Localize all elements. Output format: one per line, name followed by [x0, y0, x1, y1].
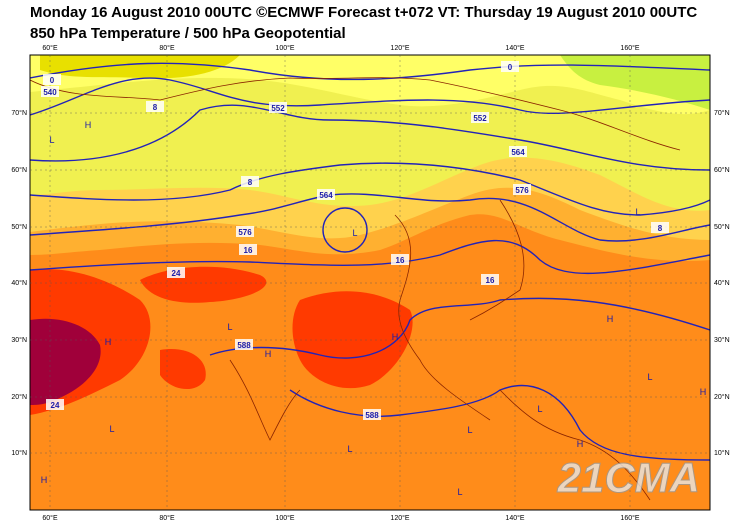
contour-label: 8 — [248, 178, 253, 187]
pressure-center: H — [392, 332, 399, 342]
contour-label: 576 — [238, 228, 252, 237]
field-hottest — [30, 318, 101, 405]
lon-label: 60°E — [42, 44, 58, 52]
lat-label: 50°N — [714, 223, 730, 231]
lat-label: 60°N — [714, 166, 730, 174]
title: Monday 16 August 2010 00UTC ©ECMWF Forec… — [30, 4, 698, 21]
contour-label: 588 — [237, 341, 251, 350]
map-frame — [29, 54, 711, 511]
contour-label-box — [391, 254, 409, 265]
contour-label: 552 — [473, 114, 487, 123]
contour-label: 564 — [319, 191, 333, 200]
lon-label: 160°E — [620, 44, 639, 52]
lat-label: 70°N — [11, 109, 27, 117]
pressure-center: H — [700, 387, 707, 397]
lon-label: 100°E — [275, 514, 294, 522]
contour-label-box — [509, 146, 527, 157]
contour-label-box — [41, 86, 59, 97]
lat-label: 40°N — [11, 279, 27, 287]
lon-label: 80°E — [159, 514, 175, 522]
contour-label-box — [43, 74, 61, 85]
pressure-center: H — [85, 120, 92, 130]
lat-label: 10°N — [11, 449, 27, 457]
lat-label: 40°N — [714, 279, 730, 287]
contour-label: 16 — [486, 276, 495, 285]
map-fields — [30, 55, 710, 510]
pressure-center: H — [577, 439, 584, 449]
pressure-center: L — [635, 207, 640, 217]
contour-label-box — [481, 274, 499, 285]
pressure-center: L — [227, 322, 232, 332]
pressure-center: L — [49, 135, 54, 145]
contour-label: 8 — [658, 224, 663, 233]
pressure-center: L — [352, 228, 357, 238]
contour-label-box — [146, 101, 164, 112]
pressure-center: H — [41, 475, 48, 485]
field-hot — [160, 349, 206, 390]
pressure-center: H — [265, 349, 272, 359]
contour-label-box — [363, 409, 381, 420]
field-hot — [292, 291, 413, 389]
contour-label-box — [269, 102, 287, 113]
pressure-center: L — [537, 404, 542, 414]
lon-label: 100°E — [275, 44, 294, 52]
contour-label-box — [651, 222, 669, 233]
contour-label: 24 — [172, 269, 181, 278]
field-cold — [30, 55, 710, 211]
lon-label: 120°E — [390, 44, 409, 52]
field-cold-patch — [40, 55, 240, 79]
lat-label: 30°N — [11, 336, 27, 344]
pressure-center: H — [105, 337, 112, 347]
contour-label: 540 — [43, 88, 57, 97]
subtitle: 850 hPa Temperature / 500 hPa Geopotenti… — [30, 25, 346, 42]
coastlines — [30, 77, 681, 501]
contour-label-box — [239, 244, 257, 255]
contour-label-box — [235, 339, 253, 350]
pressure-center: L — [347, 444, 352, 454]
contour-label-box — [46, 399, 64, 410]
lat-label: 20°N — [11, 393, 27, 401]
contour-label: 0 — [50, 76, 55, 85]
lat-label: 60°N — [11, 166, 27, 174]
contour-label: 24 — [51, 401, 60, 410]
contour-label: 0 — [508, 63, 513, 72]
contour-label-box — [241, 176, 259, 187]
contour-label-box — [167, 267, 185, 278]
lat-label: 70°N — [714, 109, 730, 117]
contour-label: 8 — [153, 103, 158, 112]
contour-label-box — [501, 61, 519, 72]
contour-label: 16 — [396, 256, 405, 265]
lat-label: 50°N — [11, 223, 27, 231]
pressure-center: L — [457, 487, 462, 497]
pressure-center: H — [607, 314, 614, 324]
labels: 60°E 60°E 80°E 80°E 100°E 100°E 120°E 120°E 140°… — [11, 44, 729, 522]
lon-label: 140°E — [505, 44, 524, 52]
lon-label: 140°E — [505, 514, 524, 522]
lon-label: 80°E — [159, 44, 175, 52]
contour-label: 576 — [515, 186, 529, 195]
lon-label: 120°E — [390, 514, 409, 522]
contour-label-box — [513, 184, 531, 195]
pressure-center: L — [647, 372, 652, 382]
lon-label: 160°E — [620, 514, 639, 522]
lon-label: 60°E — [42, 514, 58, 522]
contour-label-box — [471, 112, 489, 123]
lat-label: 10°N — [714, 449, 730, 457]
contour-label: 588 — [365, 411, 379, 420]
contour-label: 16 — [244, 246, 253, 255]
contour-label-box — [317, 189, 335, 200]
pressure-center: L — [109, 424, 114, 434]
contour-label: 564 — [511, 148, 525, 157]
lat-label: 30°N — [714, 336, 730, 344]
pressure-center: L — [467, 425, 472, 435]
watermark: 21CMA — [557, 454, 700, 501]
contour-label-box — [236, 226, 254, 237]
lat-label: 20°N — [714, 393, 730, 401]
contour-label: 552 — [271, 104, 285, 113]
